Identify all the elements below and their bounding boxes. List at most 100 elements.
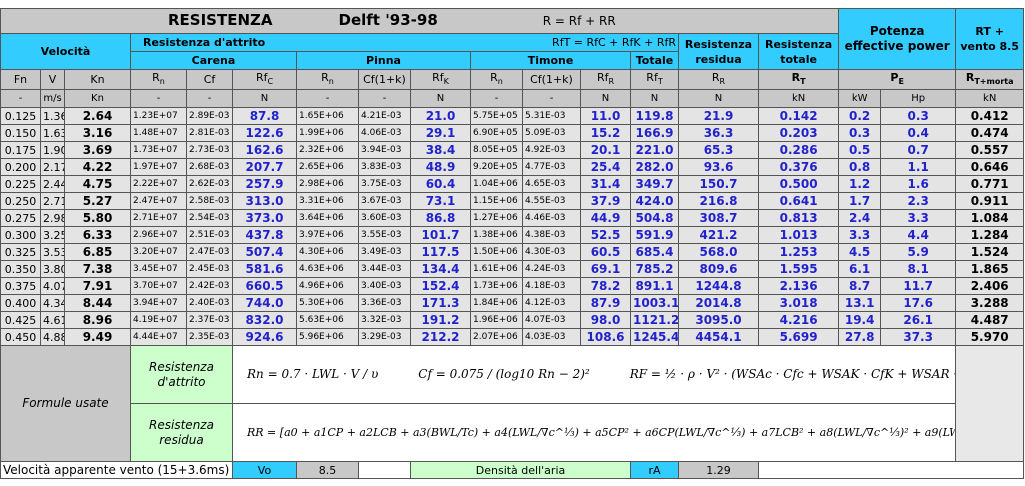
data-cell-text: 2.4 xyxy=(849,210,871,225)
data-cell-text: 27.8 xyxy=(844,329,875,344)
data-cell: 4.03E-03 xyxy=(522,328,581,347)
unit-text: N xyxy=(601,93,610,105)
data-cell: 0.286 xyxy=(757,141,840,160)
residual-formula: RR = [a0 + a1CP + a2LCB + a3(BWL/Tc) + a… xyxy=(231,403,957,463)
sheet-body: RESISTENZA Delft '93-98 R = Rf + RR Potenza… xyxy=(0,8,1025,480)
data-cell-text: 65.3 xyxy=(703,142,734,157)
data-cell: 8.7 xyxy=(838,277,882,296)
data-cell: 4.19E+07 xyxy=(130,311,187,330)
data-cell: 5.27 xyxy=(64,192,131,211)
rt-wind-text: RT + xyxy=(975,25,1004,38)
data-cell: 9.49 xyxy=(64,328,131,347)
data-cell: 2.37E-03 xyxy=(186,311,233,330)
data-cell: 4.96E+06 xyxy=(296,277,359,296)
data-cell: 4.92E-03 xyxy=(522,141,581,160)
data-cell: 568.0 xyxy=(678,243,759,262)
symbol: Cf(1+k) xyxy=(363,73,406,87)
group-header-text: Pinna xyxy=(366,54,401,67)
rt-wind-text: vento 8.5 xyxy=(960,40,1019,53)
power-header-text: Potenza xyxy=(869,24,925,38)
wind-symbol-text: Vo xyxy=(257,463,272,477)
data-cell: 21.0 xyxy=(410,107,471,126)
data-cell: 5.31E-03 xyxy=(522,107,581,126)
data-cell: 101.7 xyxy=(410,226,471,245)
data-cell: 373.0 xyxy=(232,209,297,228)
data-cell: 4.22 xyxy=(64,158,131,177)
data-cell-text: 8.7 xyxy=(849,278,871,293)
data-cell: 1.013 xyxy=(757,226,840,245)
data-cell-text: 2.45E-03 xyxy=(189,263,230,274)
data-cell-text: 3.94E-03 xyxy=(361,144,402,155)
data-cell: 0.125 xyxy=(0,107,41,126)
symbol-sub: R xyxy=(719,77,726,87)
data-cell-text: 1.90 xyxy=(43,143,64,157)
data-cell: 3.64E+06 xyxy=(296,209,359,228)
data-cell-text: 0.300 xyxy=(4,228,37,242)
data-cell: 421.2 xyxy=(678,226,759,245)
data-cell: 4.24E-03 xyxy=(522,260,581,279)
data-cell: 2.40E-03 xyxy=(186,294,233,313)
data-cell: 20.1 xyxy=(580,141,631,160)
data-cell: 1.36 xyxy=(40,107,65,126)
speed-header: Velocità xyxy=(0,33,131,70)
data-cell: 1244.8 xyxy=(678,277,759,296)
data-cell-text: 3.29E-03 xyxy=(361,331,402,342)
data-cell: 3.31E+06 xyxy=(296,192,359,211)
data-cell: 2.62E-03 xyxy=(186,175,233,194)
data-cell: 3.94E-03 xyxy=(358,141,411,160)
data-cell: 4.06E-03 xyxy=(358,124,411,143)
data-cell: 1.15E+06 xyxy=(470,192,523,211)
data-cell-text: 6.33 xyxy=(82,227,113,242)
data-cell-text: 2.40E-03 xyxy=(189,297,230,308)
symbol-sub: K xyxy=(443,77,449,87)
data-cell-text: 1.73E+06 xyxy=(473,280,518,291)
data-cell: 3.018 xyxy=(757,294,840,313)
unit-text: N xyxy=(436,93,445,105)
data-cell-text: 282.0 xyxy=(635,159,674,174)
data-cell: 3.16 xyxy=(64,124,131,143)
data-cell: 38.4 xyxy=(410,141,471,160)
data-cell: 108.6 xyxy=(580,328,631,347)
data-cell: 3.32E-03 xyxy=(358,311,411,330)
data-cell-text: 0.3 xyxy=(849,125,871,140)
data-cell: 8.96 xyxy=(64,311,131,330)
data-cell-text: 5.96E+06 xyxy=(299,331,344,342)
data-cell: 3.36E-03 xyxy=(358,294,411,313)
data-cell: 2.47E-03 xyxy=(186,243,233,262)
friction-title: Resistenza d'attrito xyxy=(143,36,266,49)
sheet-row: 0.275 2.98 5.80 2.71E+07 2.54E-03 373.0 3.64E+… xyxy=(0,209,1025,228)
friction-label: Resistenza d'attrito xyxy=(130,345,233,405)
data-cell: 424.0 xyxy=(630,192,679,211)
symbol: R xyxy=(152,71,160,84)
data-cell: 1.524 xyxy=(955,243,1025,262)
data-cell: 2.136 xyxy=(757,277,840,296)
data-cell-text: 0.646 xyxy=(970,159,1009,174)
data-cell-text: 3.45E+07 xyxy=(133,263,178,274)
data-cell-text: 31.4 xyxy=(590,176,621,191)
data-cell-text: 0.125 xyxy=(4,109,37,123)
data-cell: 11.7 xyxy=(880,277,957,296)
title-cell: RESISTENZA Delft '93-98 R = Rf + RR xyxy=(0,8,840,34)
unit: - xyxy=(130,89,187,109)
data-cell-text: 0.911 xyxy=(970,193,1009,208)
data-cell: 1.6 xyxy=(880,175,957,194)
data-cell-text: 3.16 xyxy=(82,125,113,140)
data-cell-text: 4.63E+06 xyxy=(299,263,344,274)
data-cell-text: 13.1 xyxy=(844,295,875,310)
unit-text: - xyxy=(382,93,387,105)
data-cell-text: 207.7 xyxy=(245,159,284,174)
data-cell-text: 1.15E+06 xyxy=(473,195,518,206)
data-cell-text: 373.0 xyxy=(245,210,284,225)
data-cell-text: 4.46E-03 xyxy=(525,212,566,223)
data-cell: 3.20E+07 xyxy=(130,243,187,262)
unit-text: kW xyxy=(851,93,868,105)
data-cell-text: 7.38 xyxy=(82,261,113,276)
sheet-row: 0.450 4.88 9.49 4.44E+07 2.35E-03 924.6 5.96E+… xyxy=(0,328,1025,347)
data-cell: 3.69 xyxy=(64,141,131,160)
symbol: Cf xyxy=(203,73,216,87)
data-cell: 1.50E+06 xyxy=(470,243,523,262)
data-cell-text: 0.641 xyxy=(779,193,818,208)
data-cell: 4.18E-03 xyxy=(522,277,581,296)
data-cell-text: 87.9 xyxy=(590,295,621,310)
data-cell-text: 5.75E+05 xyxy=(473,110,518,121)
